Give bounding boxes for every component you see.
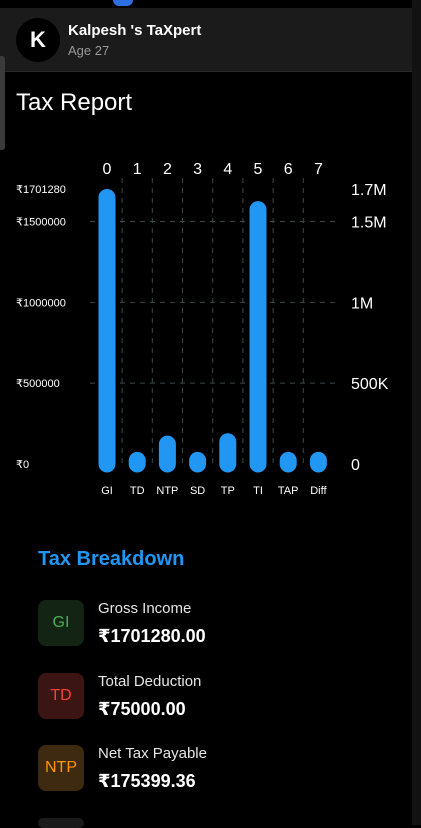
item-value: ₹75000.00	[98, 699, 186, 719]
breakdown-item-gross-income[interactable]: GI Gross Income ₹1701280.00	[38, 600, 398, 662]
y-tick-label-left: ₹1000000	[16, 297, 66, 309]
y-tick-label-left: ₹0	[16, 459, 29, 471]
bar-index-label: 3	[193, 161, 202, 178]
bar-tap	[279, 451, 297, 473]
breakdown-item-total-deduction[interactable]: TD Total Deduction ₹75000.00	[38, 673, 398, 735]
user-name: Kalpesh 's TaXpert	[68, 22, 202, 39]
ntp-icon: NTP	[38, 745, 84, 791]
td-icon: TD	[38, 673, 84, 719]
bar-ntp	[158, 435, 176, 473]
item-value: ₹175399.36	[98, 771, 196, 791]
bar-index-label: 1	[133, 161, 142, 178]
bar-index-label: 6	[284, 161, 293, 178]
item-value: ₹1701280.00	[98, 626, 206, 646]
y-tick-label-left: ₹1701280	[16, 184, 66, 196]
bar-index-label: 5	[254, 161, 263, 178]
x-tick-label: TD	[130, 485, 145, 497]
item-label: Gross Income	[98, 600, 192, 617]
y-tick-label-right: 0	[351, 457, 360, 474]
tax-bar-chart: 0 1 2 3 4 5 6 7 GI TD NTP SD TP TI TAP Diff ₹0 ₹500000 ₹10…	[16, 161, 389, 497]
bar-td	[128, 451, 146, 473]
page-title: Tax Report	[16, 89, 133, 116]
x-tick-label: GI	[101, 485, 113, 497]
user-age: Age 27	[68, 43, 110, 58]
y-tick-label-right: 1.5M	[351, 215, 387, 232]
x-tick-label: TAP	[278, 485, 299, 497]
y-tick-label-right: 1.7M	[351, 182, 387, 199]
item-label: Net Tax Payable	[98, 745, 207, 762]
gi-icon: GI	[38, 600, 84, 646]
bar-index-label: 7	[314, 161, 323, 178]
next-item-peek	[38, 818, 84, 828]
x-tick-label: Diff	[310, 485, 327, 497]
bar-sd	[189, 451, 207, 473]
bar-diff	[309, 451, 327, 473]
y-tick-label-left: ₹1500000	[16, 217, 66, 229]
bar-gi	[98, 189, 116, 473]
bar-index-label: 4	[223, 161, 232, 178]
x-tick-label: NTP	[156, 485, 178, 497]
section-title: Tax Breakdown	[38, 548, 185, 570]
y-tick-label-right: 500K	[351, 376, 389, 393]
breakdown-item-net-tax-payable[interactable]: NTP Net Tax Payable ₹175399.36	[38, 745, 398, 807]
bar-index-label: 2	[163, 161, 172, 178]
drag-handle[interactable]	[113, 0, 133, 6]
y-tick-label-left: ₹500000	[16, 378, 60, 390]
avatar[interactable]: K	[16, 18, 60, 62]
x-tick-label: TP	[221, 485, 235, 497]
x-tick-label: SD	[190, 485, 205, 497]
bar-index-label: 0	[103, 161, 112, 178]
scrollbar-track[interactable]	[412, 0, 421, 825]
top-strip	[0, 0, 421, 8]
side-panel-tab[interactable]	[0, 56, 5, 150]
bar-ti	[249, 201, 267, 473]
app-header: K Kalpesh 's TaXpert Age 27	[0, 8, 412, 72]
x-tick-label: TI	[253, 485, 263, 497]
bar-tp	[219, 433, 237, 473]
item-label: Total Deduction	[98, 673, 202, 690]
y-tick-label-right: 1M	[351, 295, 373, 312]
